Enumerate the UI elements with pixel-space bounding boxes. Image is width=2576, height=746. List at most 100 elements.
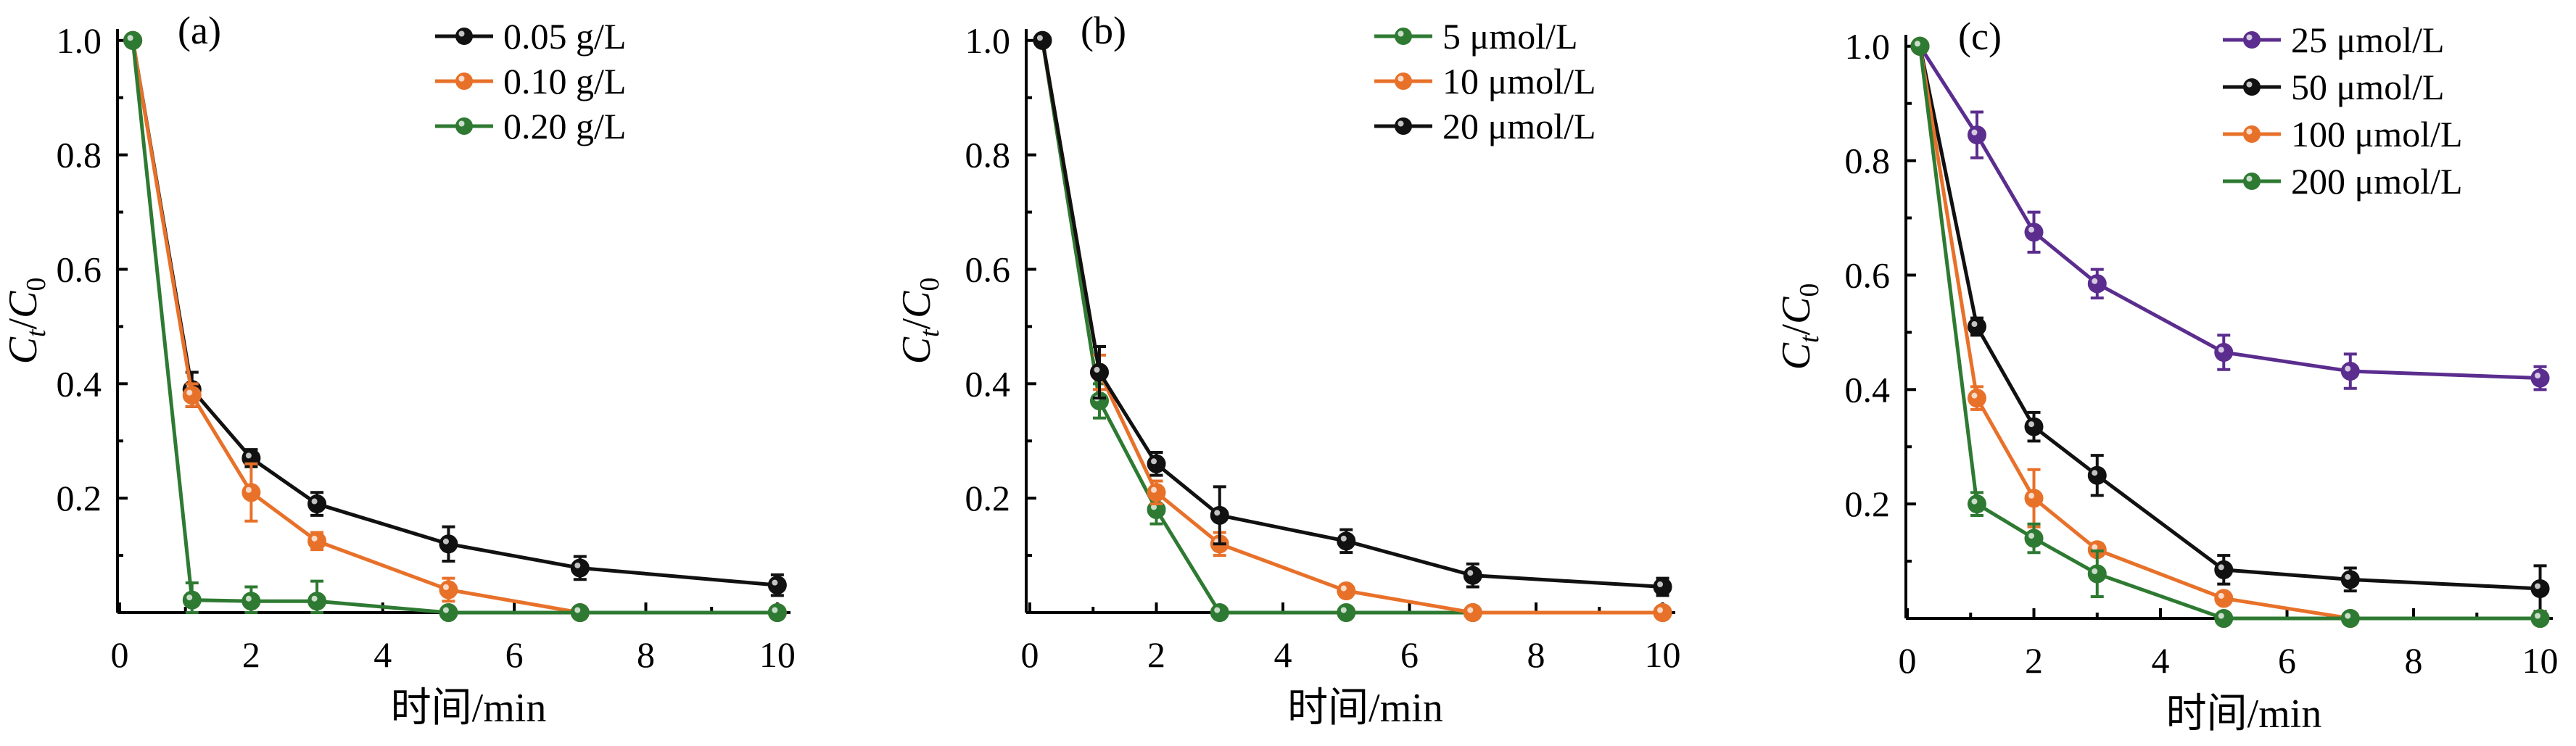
- x-tick-label: 8: [1527, 634, 1545, 675]
- y-axis-title-part: C: [894, 336, 939, 364]
- legend-marker: [1395, 117, 1412, 135]
- data-point: [1033, 30, 1052, 50]
- data-point-highlight: [2218, 347, 2224, 353]
- data-point: [1089, 362, 1109, 382]
- data-point: [439, 603, 458, 622]
- y-tick-label: 0.8: [57, 135, 102, 175]
- legend-label: 0.20 g/L: [503, 106, 626, 146]
- data-point-highlight: [2218, 592, 2224, 599]
- legend-label: 10 μmol/L: [1442, 61, 1596, 101]
- panel-label: (c): [1958, 14, 2002, 58]
- data-point: [2087, 564, 2107, 584]
- data-point: [242, 483, 261, 502]
- data-point: [570, 603, 590, 622]
- legend-marker-highlight: [2246, 81, 2253, 88]
- data-point-highlight: [2092, 470, 2098, 476]
- data-point-highlight: [311, 535, 318, 542]
- data-point-highlight: [772, 579, 778, 586]
- data-point: [1463, 565, 1482, 585]
- legend-label: 200 μmol/L: [2291, 161, 2463, 202]
- data-point: [2530, 579, 2550, 598]
- data-point: [1967, 389, 1986, 408]
- data-point-highlight: [1214, 607, 1221, 613]
- legend-marker-highlight: [1398, 30, 1404, 37]
- data-point-highlight: [2345, 613, 2351, 619]
- y-axis-title-part: C: [894, 291, 939, 318]
- x-axis-title: 时间/min: [1287, 686, 1443, 731]
- y-tick-label: 1.0: [57, 20, 102, 61]
- data-point: [1967, 317, 1986, 336]
- data-point-highlight: [2092, 544, 2098, 550]
- data-point: [1653, 603, 1672, 622]
- series-line: [1918, 45, 2540, 381]
- legend-label: 50 μmol/L: [2291, 67, 2445, 107]
- data-point: [1653, 577, 1672, 597]
- data-point: [1967, 125, 1986, 145]
- x-tick-label: 4: [373, 634, 392, 675]
- legend-marker: [455, 117, 473, 135]
- data-point-highlight: [2535, 583, 2541, 589]
- data-point-highlight: [2345, 573, 2351, 580]
- data-point-highlight: [442, 584, 449, 590]
- x-tick-label: 10: [759, 634, 796, 675]
- data-point: [2340, 570, 2360, 589]
- data-point-highlight: [1340, 585, 1347, 592]
- data-point: [2340, 609, 2360, 628]
- data-point-highlight: [186, 594, 193, 601]
- legend-marker-highlight: [458, 75, 465, 82]
- data-point-highlight: [2535, 373, 2541, 379]
- data-point-highlight: [1971, 321, 1978, 327]
- data-point: [2024, 223, 2044, 242]
- legend-marker: [2243, 173, 2261, 190]
- x-tick-label: 6: [2278, 640, 2296, 681]
- data-point: [2214, 560, 2234, 579]
- data-point-highlight: [1971, 392, 1978, 399]
- legend-marker-highlight: [2246, 34, 2253, 41]
- y-axis-title-part: /: [1774, 324, 1819, 336]
- y-tick-label: 1.0: [1845, 26, 1891, 67]
- data-point-highlight: [1971, 129, 1978, 136]
- x-tick-label: 4: [1274, 634, 1292, 675]
- data-point: [1147, 454, 1166, 473]
- data-point: [2024, 489, 2044, 508]
- legend-marker: [2243, 78, 2261, 96]
- legend-marker: [1395, 72, 1412, 90]
- data-point-highlight: [1340, 535, 1347, 542]
- data-point: [2214, 343, 2234, 362]
- x-tick-label: 2: [2025, 640, 2043, 681]
- y-tick-label: 0.2: [1845, 484, 1891, 524]
- x-tick-label: 8: [2405, 640, 2423, 681]
- data-point: [767, 576, 787, 595]
- data-point: [1147, 483, 1166, 502]
- legend: 5 μmol/L10 μmol/L 20 μmol/L: [1374, 16, 1596, 146]
- data-point: [1337, 531, 1356, 551]
- panel-label: (a): [178, 9, 221, 52]
- data-point-highlight: [186, 389, 193, 396]
- y-tick-label: 0.6: [1845, 254, 1891, 295]
- legend-marker-highlight: [458, 30, 465, 37]
- data-point-highlight: [1914, 41, 1920, 47]
- y-axis-title-part: C: [1, 291, 46, 318]
- y-tick-label: 0.2: [965, 478, 1011, 518]
- data-point-highlight: [245, 452, 252, 459]
- data-point: [182, 590, 202, 610]
- x-axis-title: 时间/min: [2166, 692, 2322, 737]
- data-point-highlight: [2028, 492, 2035, 499]
- data-point-highlight: [1151, 504, 1157, 510]
- data-point-highlight: [2092, 278, 2098, 284]
- y-tick-label: 0.8: [1845, 141, 1891, 181]
- legend-marker-highlight: [2246, 128, 2253, 135]
- data-point-highlight: [2345, 365, 2351, 372]
- y-axis-title-part: t: [1794, 334, 1825, 343]
- y-tick-label: 0.4: [965, 363, 1011, 404]
- legend-label: 100 μmol/L: [2291, 114, 2463, 154]
- data-point: [1463, 603, 1482, 622]
- data-point: [439, 534, 458, 554]
- data-point-highlight: [245, 486, 252, 493]
- data-point: [307, 494, 327, 514]
- data-point-highlight: [2028, 421, 2035, 428]
- data-point-highlight: [772, 607, 778, 613]
- data-point-highlight: [442, 607, 449, 613]
- series-3: [1910, 36, 2550, 628]
- x-tick-label: 0: [111, 634, 129, 675]
